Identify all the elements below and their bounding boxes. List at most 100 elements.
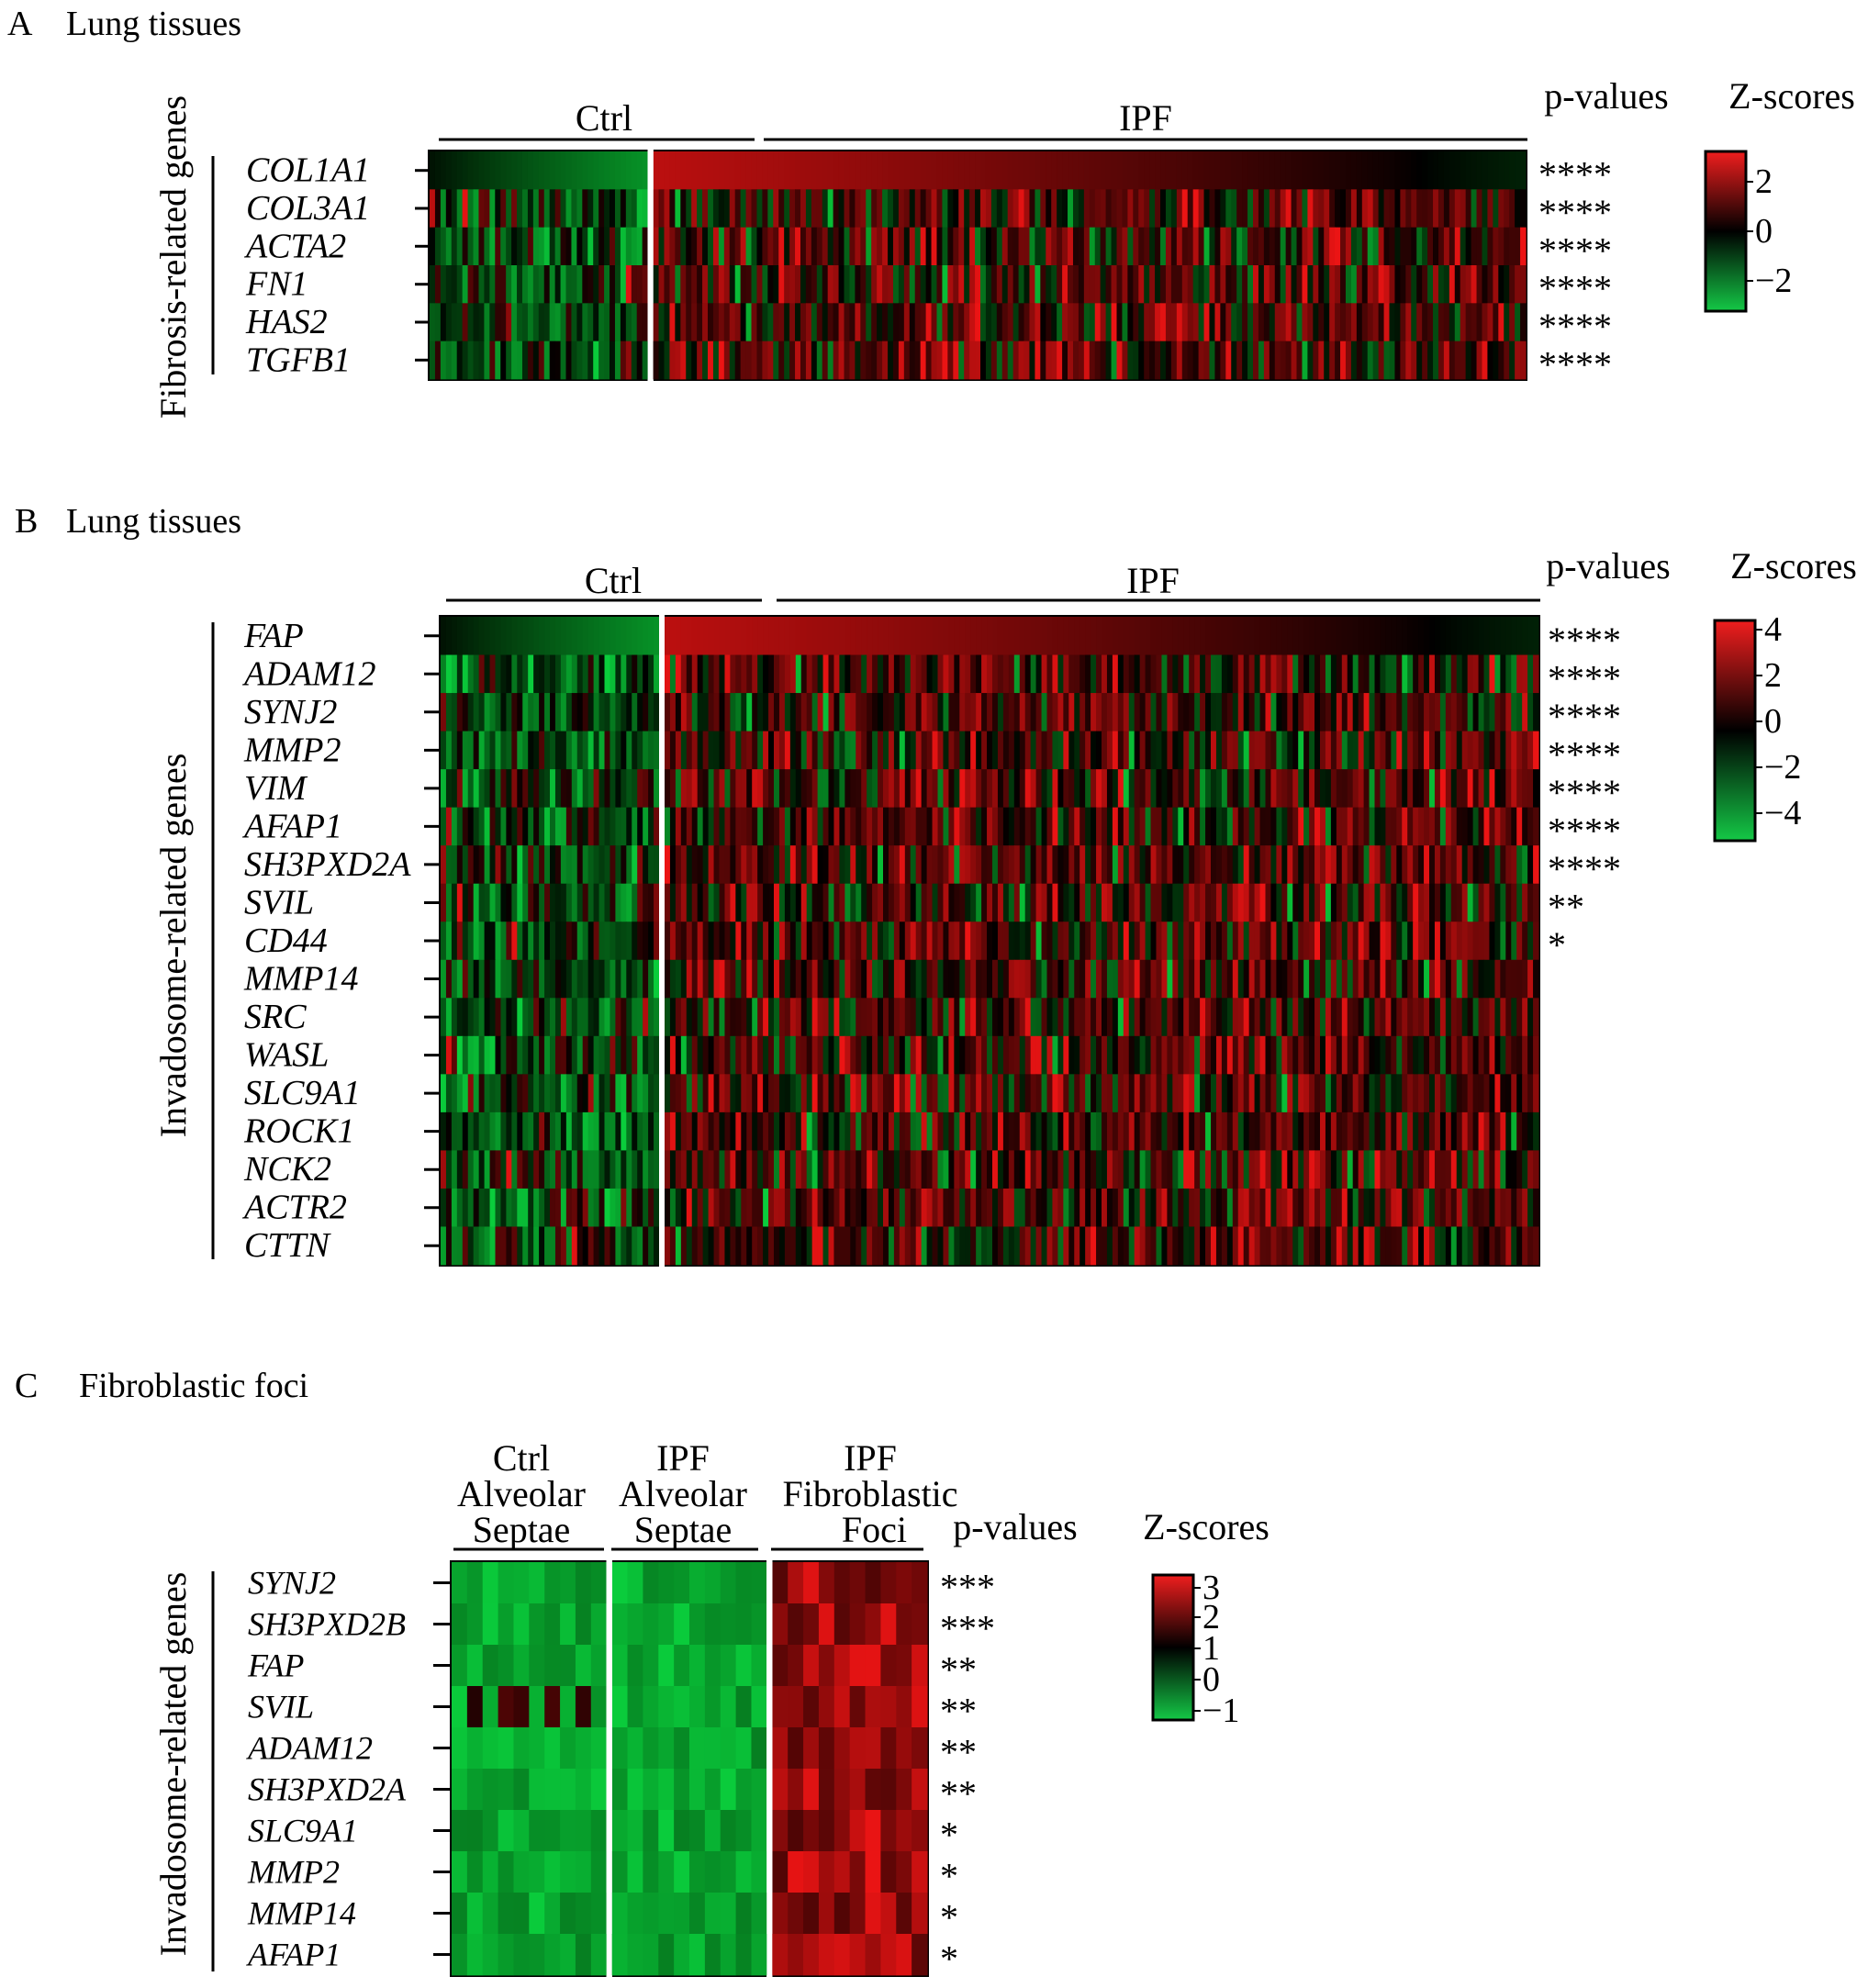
heatmap-cell xyxy=(500,1074,507,1113)
heatmap-cell xyxy=(1052,959,1058,999)
heatmap-cell xyxy=(822,1074,830,1113)
heatmap-cell xyxy=(985,303,992,342)
heatmap-cell xyxy=(643,1150,649,1189)
heatmap-cell xyxy=(987,1188,993,1227)
heatmap-cell xyxy=(997,617,1004,655)
heatmap-cell xyxy=(806,654,813,694)
heatmap-cell xyxy=(958,265,965,304)
heatmap-cell xyxy=(576,617,584,655)
heatmap-cell xyxy=(1012,151,1020,190)
heatmap-cell xyxy=(1383,189,1391,229)
heatmap-cell xyxy=(675,1150,682,1189)
heatmap-cell xyxy=(1134,1111,1141,1151)
heatmap-cell xyxy=(1150,807,1158,846)
heatmap-cell xyxy=(1170,341,1178,380)
heatmap-cell xyxy=(631,151,638,190)
heatmap-cell xyxy=(1254,1188,1261,1227)
heatmap-cell xyxy=(910,654,917,694)
heatmap-cell xyxy=(1074,1226,1080,1266)
heatmap-cell xyxy=(1150,845,1158,885)
heatmap-cell xyxy=(899,617,906,655)
heatmap-cell xyxy=(1363,921,1370,961)
heatmap-cell xyxy=(631,341,638,380)
heatmap-cell xyxy=(1456,1188,1463,1227)
heatmap-cell xyxy=(1167,769,1173,809)
heatmap-cell xyxy=(610,654,616,694)
heatmap-cell xyxy=(803,1810,820,1852)
heatmap-cell xyxy=(1533,769,1539,809)
heatmap-cell xyxy=(1106,807,1113,846)
heatmap-cell xyxy=(985,265,992,304)
heatmap-cell xyxy=(511,151,518,190)
heatmap-cell xyxy=(1161,1035,1168,1075)
heatmap-cell xyxy=(610,731,616,770)
heatmap-cell xyxy=(1013,883,1021,922)
heatmap-cell xyxy=(1183,959,1190,999)
heatmap-cell xyxy=(822,617,830,655)
heatmap-cell xyxy=(1167,883,1173,922)
heatmap-cell xyxy=(576,303,583,342)
legend-tick-label: 2 xyxy=(1764,656,1782,695)
heatmap-cell xyxy=(462,341,469,380)
heatmap-cell xyxy=(462,189,469,229)
heatmap-cell xyxy=(1205,617,1212,655)
heatmap-cell xyxy=(833,998,840,1037)
heatmap-cell xyxy=(1527,959,1534,999)
heatmap-cell xyxy=(1029,151,1035,190)
heatmap-cell xyxy=(1181,151,1189,190)
heatmap-cell xyxy=(970,1226,977,1266)
heatmap-cell xyxy=(1472,959,1480,999)
heatmap-cell xyxy=(1413,998,1419,1037)
heatmap-cell xyxy=(1389,303,1396,342)
heatmap-cell xyxy=(587,769,595,809)
heatmap-cell xyxy=(565,341,573,380)
heatmap-cell xyxy=(1413,1226,1419,1266)
heatmap-cell xyxy=(1291,265,1298,304)
heatmap-cell xyxy=(1078,227,1085,266)
heatmap-cell xyxy=(970,998,977,1037)
heatmap-cell xyxy=(610,227,616,266)
heatmap-cell xyxy=(746,1074,753,1113)
heatmap-cell xyxy=(571,959,578,999)
heatmap-cell xyxy=(1314,693,1321,732)
heatmap-cell xyxy=(1489,883,1495,922)
heatmap-cell xyxy=(550,1111,556,1151)
panel-a-pvalue-header: p-values xyxy=(1544,75,1669,117)
heatmap-cell xyxy=(653,227,660,266)
heatmap-cell xyxy=(981,959,988,999)
heatmap-cell xyxy=(539,845,545,885)
panel-a: A Lung tissues Fibrosis-related genes Ct… xyxy=(7,5,1855,419)
heatmap-cell xyxy=(883,1150,889,1189)
heatmap-cell xyxy=(1489,617,1495,655)
heatmap-cell xyxy=(441,1111,447,1151)
heatmap-cell xyxy=(1040,189,1046,229)
heatmap-cell xyxy=(713,845,721,885)
heatmap-cell xyxy=(625,189,632,229)
heatmap-cell xyxy=(899,1150,906,1189)
heatmap-cell xyxy=(920,227,927,266)
heatmap-cell xyxy=(621,845,627,885)
heatmap-cell xyxy=(532,265,540,304)
heatmap-cell xyxy=(855,151,861,190)
heatmap-cell xyxy=(1434,1035,1441,1075)
heatmap-cell xyxy=(872,1111,878,1151)
heatmap-cell xyxy=(702,654,710,694)
heatmap-cell xyxy=(506,1226,512,1266)
heatmap-cell xyxy=(1358,1226,1365,1266)
heatmap-cell xyxy=(1265,617,1272,655)
heatmap-cell xyxy=(1139,1226,1147,1266)
heatmap-cell xyxy=(757,654,764,694)
heatmap-cell xyxy=(1461,693,1469,732)
heatmap-cell xyxy=(1352,1035,1359,1075)
heatmap-cell xyxy=(872,617,878,655)
heatmap-cell xyxy=(528,617,534,655)
heatmap-cell xyxy=(1123,693,1130,732)
heatmap-cell xyxy=(1001,189,1009,229)
heatmap-cell xyxy=(1314,1074,1321,1113)
heatmap-cell xyxy=(839,998,845,1037)
heatmap-cell xyxy=(686,731,693,770)
heatmap-cell xyxy=(789,998,797,1037)
heatmap-cell xyxy=(478,998,486,1037)
heatmap-cell xyxy=(1123,617,1130,655)
heatmap-cell xyxy=(730,921,736,961)
